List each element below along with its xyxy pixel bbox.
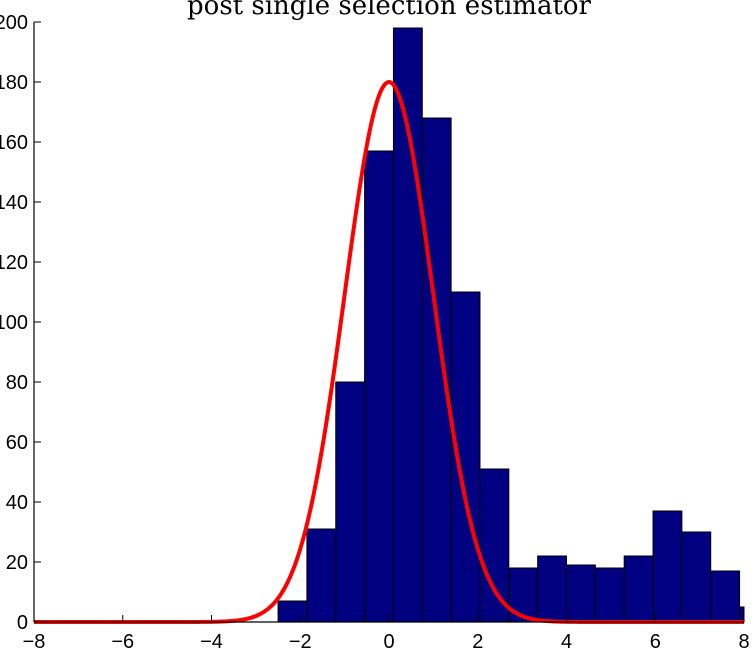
histogram-bar [652, 510, 683, 623]
histogram-bar [739, 606, 745, 623]
histogram-bar [392, 27, 423, 623]
y-tick-label: 180 [0, 72, 28, 94]
histogram-bar [566, 564, 596, 623]
histogram-bar [537, 555, 567, 623]
histogram-bar [335, 381, 366, 623]
histogram-bar [508, 567, 539, 623]
histogram-bar [364, 150, 394, 623]
x-tick-label: −4 [200, 631, 223, 653]
histogram-bar [277, 600, 308, 623]
y-tick-label: 0 [17, 612, 28, 634]
y-tick-label: 120 [0, 252, 28, 274]
histogram-bar [594, 567, 625, 623]
x-tick-label: −6 [111, 631, 134, 653]
y-tick-label: 40 [6, 492, 28, 514]
histogram-bars [277, 27, 745, 623]
histogram-bar [421, 117, 452, 623]
y-tick-label: 60 [6, 432, 28, 454]
x-tick-label: 6 [650, 631, 661, 653]
histogram-bar [710, 570, 741, 623]
histogram-bar [681, 531, 712, 623]
y-tick-label: 200 [0, 12, 28, 34]
x-tick-label: 8 [738, 631, 749, 653]
y-tick-label: 160 [0, 132, 28, 154]
chart-title: post single selection estimator [187, 0, 592, 21]
x-tick-label: 4 [561, 631, 572, 653]
y-tick-label: 140 [0, 192, 28, 214]
x-tick-label: 0 [383, 631, 394, 653]
x-tick-label: −2 [289, 631, 312, 653]
histogram-bar [623, 555, 654, 623]
x-tick-label: −8 [23, 631, 46, 653]
y-tick-label: 100 [0, 312, 28, 334]
x-tick-label: 2 [472, 631, 483, 653]
histogram-bar [479, 468, 510, 623]
y-tick-label: 20 [6, 552, 28, 574]
y-tick-label: 80 [6, 372, 28, 394]
histogram-bar [306, 528, 337, 623]
